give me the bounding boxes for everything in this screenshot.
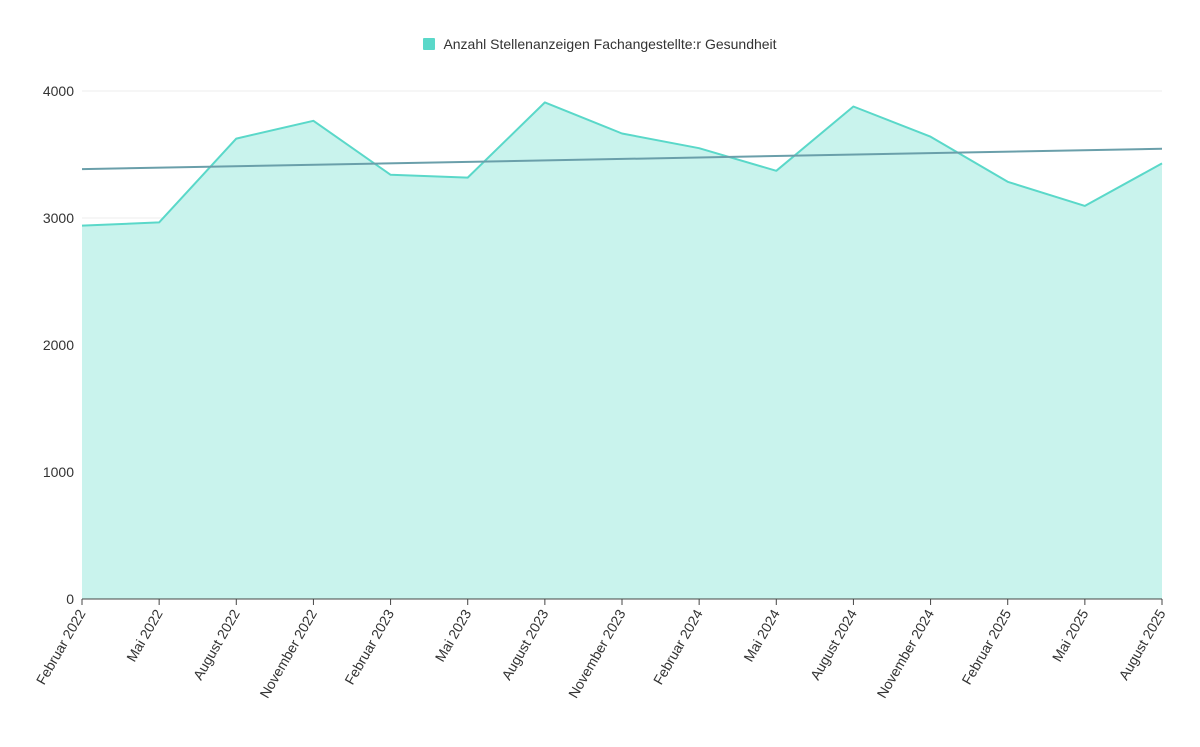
x-tick-label-12: Februar 2025: [958, 606, 1014, 687]
series-line: [81, 101, 1163, 227]
y-tick-label-4000: 4000: [43, 83, 74, 99]
x-tick-label-4: Februar 2023: [341, 606, 397, 687]
x-tick-label-10: August 2024: [807, 606, 860, 682]
y-tick-label-1000: 1000: [43, 464, 74, 480]
x-tick-label-3: November 2022: [256, 606, 320, 700]
trendline-layer: [81, 147, 1163, 171]
y-tick-label-3000: 3000: [43, 210, 74, 226]
y-axis-ticks: 0 1000 2000 3000 4000: [43, 83, 74, 607]
area-layer: [81, 101, 1163, 600]
x-tick-label-11: November 2024: [874, 606, 938, 700]
legend-swatch: [423, 38, 436, 50]
trendline: [81, 147, 1163, 171]
x-tick-label-8: Februar 2024: [650, 606, 706, 687]
x-tick-label-6: August 2023: [498, 606, 551, 682]
x-tick-label-14: August 2025: [1115, 606, 1168, 682]
x-tick-label-9: Mai 2024: [740, 606, 783, 664]
y-tick-label-0: 0: [66, 591, 74, 607]
x-tick-label-7: November 2023: [565, 606, 629, 700]
x-tick-label-5: Mai 2023: [432, 606, 475, 664]
x-tick-label-1: Mai 2022: [123, 606, 166, 664]
x-tick-label-13: Mai 2025: [1049, 606, 1092, 664]
series-area-fill: [82, 102, 1162, 600]
legend-label: Anzahl Stellenanzeigen Fachangestellte:r…: [443, 36, 777, 52]
x-tick-label-0: Februar 2022: [33, 606, 89, 687]
x-tick-label-2: August 2022: [190, 606, 243, 682]
x-axis-ticks: Februar 2022 Mai 2022 August 2022 November …: [33, 599, 1169, 701]
y-tick-label-2000: 2000: [43, 337, 74, 353]
legend[interactable]: Anzahl Stellenanzeigen Fachangestellte:r…: [0, 36, 1200, 52]
